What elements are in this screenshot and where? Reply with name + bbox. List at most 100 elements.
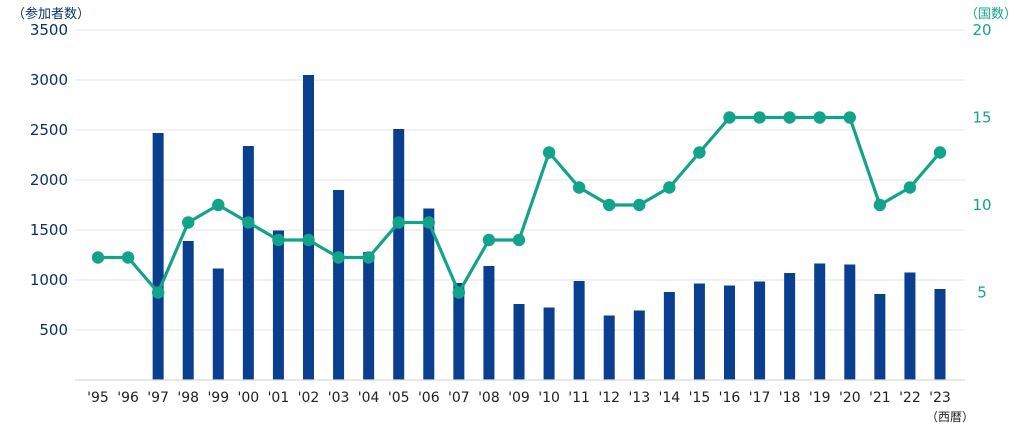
x-axis-tick-label: '06: [418, 390, 440, 406]
x-axis-tick-label: '95: [87, 390, 109, 406]
line-point: [813, 111, 826, 124]
x-axis-tick-label: '16: [719, 390, 741, 406]
line-point: [693, 146, 706, 159]
right-axis-tick-label: 10: [972, 196, 991, 214]
left-axis-tick-label: 3500: [30, 21, 68, 39]
line-point: [873, 198, 887, 212]
line-point: [933, 146, 947, 159]
line-point: [91, 251, 105, 264]
bar-participants: [784, 273, 796, 380]
x-axis-tick-label: '04: [358, 390, 380, 406]
line-point: [422, 216, 435, 229]
bar-participants: [423, 208, 435, 380]
bar-participants: [814, 263, 826, 380]
right-axis-title: （国数）: [965, 7, 1017, 22]
x-axis-tick-label: '11: [568, 390, 590, 406]
left-axis-tick-label: 3000: [30, 71, 68, 89]
line-point: [783, 111, 796, 124]
bar-series: [152, 75, 946, 380]
bar-participants: [754, 281, 766, 380]
x-axis-tick-label: '12: [598, 390, 620, 406]
line-point: [663, 181, 676, 194]
bar-participants: [724, 285, 735, 380]
bar-participants: [453, 283, 465, 380]
bar-participants: [333, 190, 345, 380]
bar-participants: [693, 283, 705, 380]
x-axis-tick-label: '00: [238, 390, 260, 406]
axes: 500 1000 1500 2000 2500 3000 3500 5 10 15 20 '95 '96…: [30, 21, 992, 406]
line-point: [302, 233, 315, 247]
bar-participants: [152, 133, 164, 380]
line-point: [182, 216, 195, 229]
line-point: [542, 146, 556, 159]
x-axis-tick-label: '01: [268, 390, 290, 406]
bar-participants: [934, 289, 946, 380]
x-axis-tick-label: '09: [508, 390, 530, 406]
line-point: [903, 181, 917, 194]
line-series: [91, 111, 947, 299]
line-point: [242, 216, 255, 229]
bar-participants: [212, 268, 224, 380]
bar-participants: [363, 252, 375, 380]
line-point: [753, 111, 766, 124]
left-axis-tick-label: 2000: [30, 171, 68, 189]
line-point: [332, 251, 345, 264]
x-axis-tick-label: '03: [328, 390, 350, 406]
line-point: [362, 251, 375, 264]
x-axis-title: （西暦）: [926, 410, 974, 424]
x-axis-tick-label: '20: [839, 390, 861, 406]
left-axis-tick-label: 2500: [30, 121, 68, 139]
line-point: [272, 233, 285, 247]
x-axis-tick-label: '05: [388, 390, 410, 406]
bar-participants: [543, 307, 555, 380]
left-axis-tick-label: 1500: [30, 221, 68, 239]
left-axis-tick-label: 1000: [30, 271, 68, 289]
bar-participants: [573, 281, 585, 380]
x-axis-tick-label: '02: [298, 390, 320, 406]
left-axis-tick-label: 500: [39, 321, 68, 339]
bar-participants: [272, 230, 284, 380]
bar-participants: [182, 241, 194, 380]
bar-participants: [663, 292, 675, 380]
bar-participants: [633, 310, 645, 380]
x-axis-tick-label: '14: [659, 390, 681, 406]
x-axis-tick-label: '23: [929, 390, 951, 406]
x-axis-tick-label: '07: [448, 390, 470, 406]
line-point: [392, 216, 405, 229]
x-axis-tick-label: '15: [689, 390, 711, 406]
bar-participants: [904, 272, 916, 380]
x-axis-tick-label: '22: [899, 390, 921, 406]
right-axis-tick-label: 15: [972, 109, 991, 127]
bar-participants: [393, 129, 405, 380]
line-point: [633, 198, 646, 212]
x-axis-tick-label: '96: [117, 390, 139, 406]
x-axis-tick-label: '18: [779, 390, 801, 406]
bar-participants: [603, 315, 615, 380]
bar-participants: [513, 304, 525, 380]
line-point: [723, 111, 736, 124]
line-point: [512, 233, 526, 247]
bar-participants: [303, 75, 314, 380]
bar-participants: [483, 266, 495, 380]
left-axis-title: （参加者数）: [12, 6, 90, 22]
line-point: [212, 198, 225, 212]
line-point: [482, 233, 496, 247]
line-point: [572, 181, 586, 194]
bar-participants: [874, 294, 886, 380]
x-axis-tick-label: '98: [177, 390, 199, 406]
x-axis-tick-label: '17: [749, 390, 771, 406]
line-point: [151, 286, 165, 299]
bar-participants: [242, 146, 254, 380]
bar-participants: [844, 264, 856, 380]
right-axis-tick-label: 20: [972, 21, 991, 39]
x-axis-tick-label: '08: [478, 390, 500, 406]
line-point: [603, 198, 616, 212]
x-axis-tick-label: '99: [207, 390, 229, 406]
x-axis-tick-label: '21: [869, 390, 891, 406]
line-point: [121, 251, 135, 264]
grid-lines: [75, 29, 965, 331]
line-point: [843, 111, 856, 124]
x-axis-tick-label: '19: [809, 390, 831, 406]
